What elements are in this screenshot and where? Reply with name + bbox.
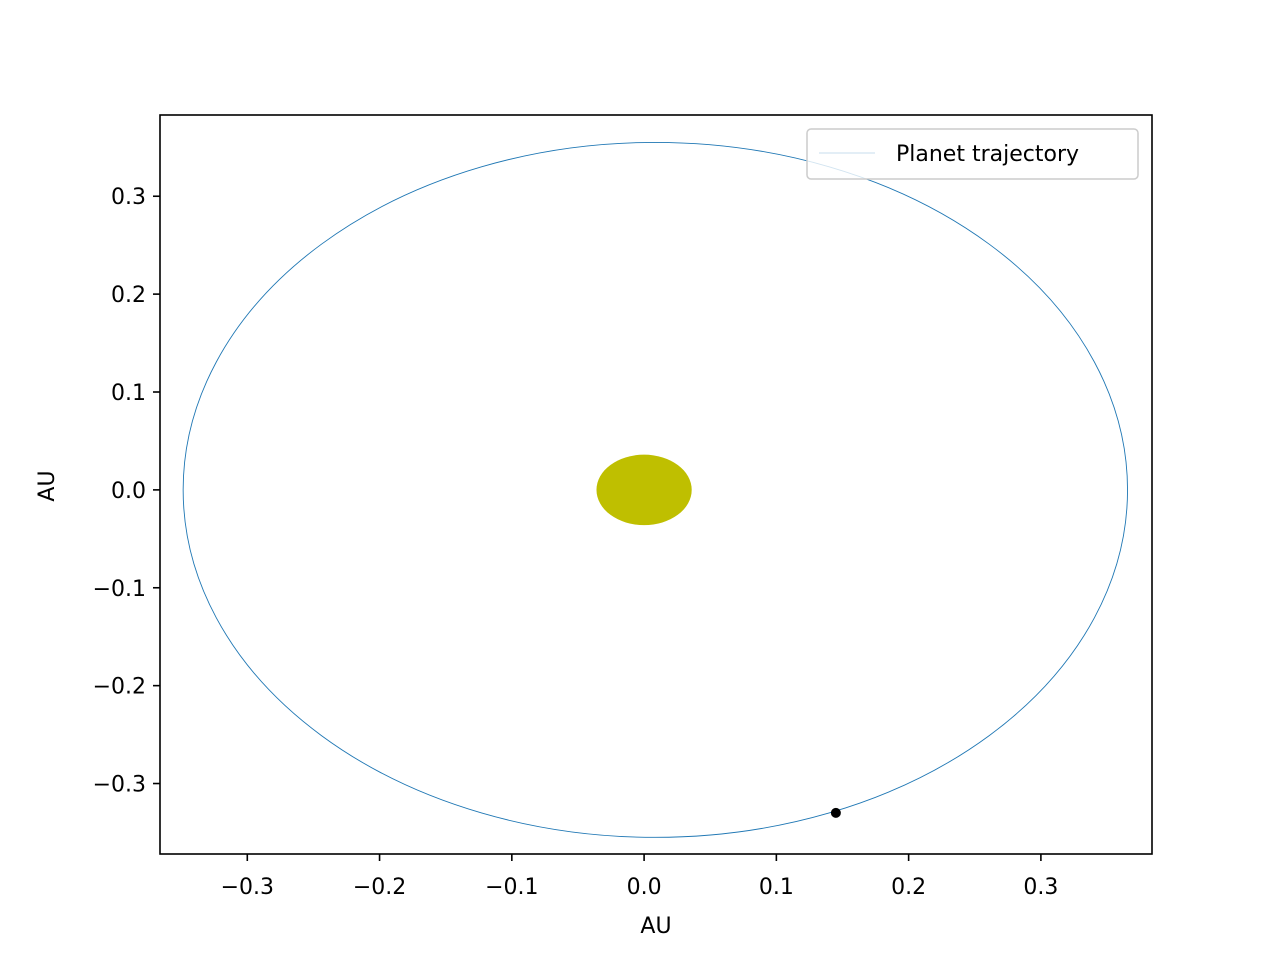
y-axis-label: AU: [35, 470, 60, 501]
plot-area: [159, 114, 1153, 855]
legend-box: [806, 128, 1139, 180]
y-axis-ticks: 0.3 0.2 0.1 0.0 −0.1 −0.2 −0.3: [93, 185, 160, 798]
planet-marker: [830, 807, 841, 818]
x-axis-ticks: −0.3 −0.2 −0.1 0.0 0.1 0.2 0.3: [221, 854, 1058, 900]
x-tick-label: −0.3: [221, 875, 274, 900]
x-tick-label: 0.0: [627, 875, 662, 900]
x-axis-label: AU: [640, 914, 671, 939]
y-tick-label: −0.1: [93, 577, 146, 602]
axes-frame: [159, 114, 1153, 855]
y-tick-label: −0.2: [93, 675, 146, 700]
y-tick-label: 0.2: [111, 283, 146, 308]
x-tick-label: 0.3: [1023, 875, 1058, 900]
x-tick-label: −0.1: [485, 875, 538, 900]
legend-entry-planet-trajectory: Planet trajectory: [896, 142, 1079, 167]
x-tick-label: 0.2: [891, 875, 926, 900]
y-tick-label: 0.3: [111, 185, 146, 210]
x-tick-label: −0.2: [353, 875, 406, 900]
y-tick-label: 0.0: [111, 479, 146, 504]
star-marker: [596, 454, 692, 526]
legend: Planet trajectory: [806, 128, 1139, 180]
y-tick-label: −0.3: [93, 773, 146, 798]
y-tick-label: 0.1: [111, 381, 146, 406]
orbit-trajectory-line: [182, 141, 1128, 838]
x-tick-label: 0.1: [759, 875, 794, 900]
